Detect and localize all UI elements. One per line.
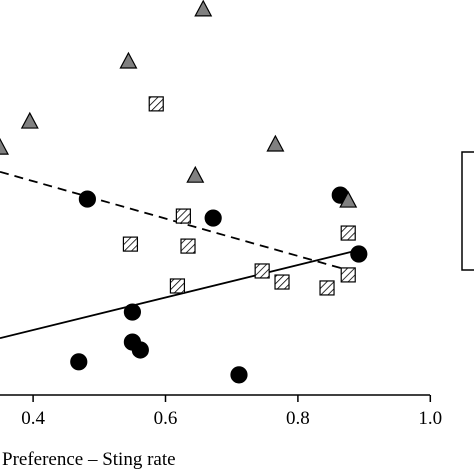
point [78,190,96,208]
point [340,267,356,283]
x-axis-label: Preference – Sting rate [2,449,176,470]
point [186,165,205,183]
point [169,278,186,294]
point [230,366,248,384]
point [254,263,270,279]
x-tick-label: 0.4 [21,408,45,429]
x-tick-label: 0.6 [154,408,178,429]
point [274,274,290,290]
point [266,134,285,152]
point [319,280,335,296]
point [194,0,213,17]
fit-line [0,249,360,339]
point [70,353,88,371]
point [204,209,222,227]
x-tick-label: 1.0 [418,408,442,429]
point [175,208,191,224]
point [148,96,164,112]
point [350,245,368,263]
x-tick-label: 0.8 [286,408,310,429]
point [0,137,9,155]
point [180,238,196,254]
point [119,51,138,69]
fit-line [0,170,349,272]
point [131,341,149,359]
point [123,303,142,321]
point [20,111,39,129]
legend-box [461,151,474,271]
point [122,236,139,252]
point [340,225,356,241]
point [339,190,358,208]
